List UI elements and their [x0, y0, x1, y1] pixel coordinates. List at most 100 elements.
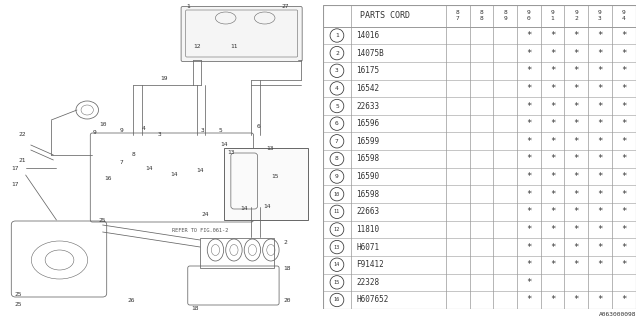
Text: 13: 13: [334, 244, 340, 250]
Text: *: *: [550, 49, 556, 58]
Text: 22633: 22633: [356, 101, 380, 110]
Text: 8
9: 8 9: [503, 10, 507, 21]
Text: 18: 18: [191, 306, 198, 310]
Text: 6: 6: [335, 121, 339, 126]
Text: *: *: [621, 243, 627, 252]
Text: 25: 25: [99, 218, 106, 222]
Text: 6: 6: [257, 124, 260, 129]
Text: 11810: 11810: [356, 225, 380, 234]
Text: *: *: [573, 260, 579, 269]
Text: 1: 1: [335, 33, 339, 38]
Text: 25: 25: [15, 302, 22, 308]
Bar: [200, 238, 274, 268]
Text: *: *: [550, 260, 556, 269]
Text: *: *: [597, 155, 603, 164]
Text: 14: 14: [334, 262, 340, 267]
Text: 3: 3: [200, 127, 204, 132]
Text: 22328: 22328: [356, 278, 380, 287]
Text: *: *: [550, 207, 556, 216]
Text: 12: 12: [334, 227, 340, 232]
Text: 17: 17: [12, 165, 19, 171]
Text: *: *: [526, 66, 532, 75]
Text: 27: 27: [282, 4, 289, 10]
Text: 7: 7: [335, 139, 339, 144]
Text: *: *: [621, 31, 627, 40]
Text: *: *: [573, 225, 579, 234]
Text: *: *: [526, 295, 532, 305]
Text: *: *: [526, 190, 532, 199]
Text: 14075B: 14075B: [356, 49, 384, 58]
Text: *: *: [597, 172, 603, 181]
Text: 9
4: 9 4: [622, 10, 625, 21]
Text: 25: 25: [15, 292, 22, 298]
Text: 10: 10: [334, 192, 340, 197]
Text: 21: 21: [19, 157, 26, 163]
Text: *: *: [621, 155, 627, 164]
Text: *: *: [573, 207, 579, 216]
Text: *: *: [526, 119, 532, 128]
Text: *: *: [526, 84, 532, 93]
Text: *: *: [597, 207, 603, 216]
Text: 8
8: 8 8: [479, 10, 483, 21]
Text: *: *: [573, 66, 579, 75]
Text: A063000098: A063000098: [599, 312, 637, 317]
Text: 14: 14: [196, 167, 204, 172]
Text: 9: 9: [93, 130, 96, 134]
Text: 5: 5: [219, 127, 223, 132]
Text: *: *: [526, 207, 532, 216]
Text: 3: 3: [157, 132, 161, 138]
Text: 4: 4: [142, 125, 145, 131]
Text: *: *: [550, 295, 556, 305]
Text: 3: 3: [335, 68, 339, 73]
Text: *: *: [550, 31, 556, 40]
Text: 9
2: 9 2: [575, 10, 578, 21]
Text: *: *: [526, 101, 532, 110]
Text: REFER TO FIG.061-2: REFER TO FIG.061-2: [172, 228, 228, 233]
Text: 2: 2: [284, 241, 287, 245]
Text: *: *: [621, 225, 627, 234]
Text: 16599: 16599: [356, 137, 380, 146]
Text: *: *: [597, 66, 603, 75]
Text: *: *: [550, 101, 556, 110]
Text: *: *: [597, 119, 603, 128]
Text: *: *: [550, 243, 556, 252]
Text: *: *: [621, 172, 627, 181]
Text: H6071: H6071: [356, 243, 380, 252]
Text: *: *: [621, 66, 627, 75]
Text: *: *: [597, 260, 603, 269]
Text: *: *: [597, 101, 603, 110]
Text: 16: 16: [104, 175, 111, 180]
Text: *: *: [526, 49, 532, 58]
Text: 13: 13: [227, 150, 235, 156]
Text: *: *: [621, 260, 627, 269]
Text: *: *: [621, 207, 627, 216]
Text: *: *: [597, 295, 603, 305]
Text: *: *: [621, 84, 627, 93]
Text: *: *: [526, 225, 532, 234]
Text: *: *: [621, 190, 627, 199]
Text: 4: 4: [335, 86, 339, 91]
Text: 17: 17: [12, 182, 19, 188]
Text: 9
1: 9 1: [550, 10, 554, 21]
Text: 20: 20: [284, 298, 291, 302]
Text: 12: 12: [193, 44, 201, 50]
Text: *: *: [573, 31, 579, 40]
Text: 5: 5: [335, 104, 339, 108]
Text: 7: 7: [119, 161, 123, 165]
Text: 8: 8: [131, 153, 135, 157]
Text: 16590: 16590: [356, 172, 380, 181]
Text: 14: 14: [220, 142, 227, 148]
Text: *: *: [597, 243, 603, 252]
Text: *: *: [550, 66, 556, 75]
Text: *: *: [526, 278, 532, 287]
Text: 19: 19: [161, 76, 168, 81]
Text: *: *: [550, 137, 556, 146]
Text: PARTS CORD: PARTS CORD: [360, 11, 410, 20]
Text: *: *: [573, 243, 579, 252]
Text: 15: 15: [334, 280, 340, 285]
Text: 2: 2: [335, 51, 339, 56]
Text: *: *: [621, 49, 627, 58]
Text: *: *: [573, 119, 579, 128]
Text: *: *: [550, 84, 556, 93]
Text: F91412: F91412: [356, 260, 384, 269]
